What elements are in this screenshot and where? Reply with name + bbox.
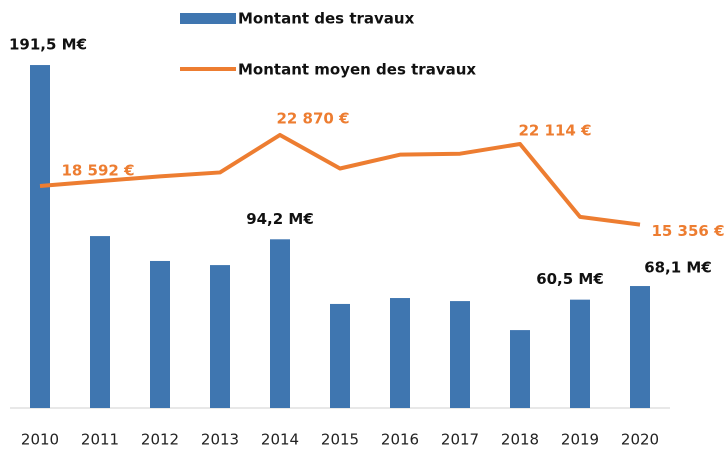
data-label: 18 592 € xyxy=(61,162,134,180)
bar xyxy=(510,330,530,408)
x-tick-label: 2011 xyxy=(81,431,119,449)
bar xyxy=(90,236,110,408)
bar xyxy=(390,298,410,408)
x-tick-label: 2012 xyxy=(141,431,179,449)
x-tick-label: 2018 xyxy=(501,431,539,449)
bar xyxy=(630,286,650,408)
legend-label: Montant des travaux xyxy=(238,10,415,28)
x-tick-label: 2019 xyxy=(561,431,599,449)
x-tick-label: 2020 xyxy=(621,431,659,449)
data-label: 22 114 € xyxy=(518,121,591,139)
legend-label: Montant moyen des travaux xyxy=(238,61,476,79)
bar xyxy=(270,239,290,408)
legend-swatch xyxy=(180,13,236,24)
bar xyxy=(210,265,230,408)
data-label: 22 870 € xyxy=(276,109,349,127)
data-label: 191,5 M€ xyxy=(9,36,87,54)
x-tick-label: 2014 xyxy=(261,431,299,449)
bar xyxy=(450,301,470,408)
data-label: 15 356 € xyxy=(651,222,724,240)
bar xyxy=(330,303,350,408)
bar xyxy=(570,299,590,408)
x-tick-label: 2017 xyxy=(441,431,479,449)
x-tick-label: 2015 xyxy=(321,431,359,449)
x-tick-label: 2016 xyxy=(381,431,419,449)
bar xyxy=(30,65,50,409)
x-tick-label: 2013 xyxy=(201,431,239,449)
line xyxy=(39,132,641,227)
data-label: 68,1 M€ xyxy=(644,259,712,277)
data-label: 60,5 M€ xyxy=(536,270,604,288)
x-tick-label: 2010 xyxy=(21,431,59,449)
data-label: 94,2 M€ xyxy=(246,210,314,228)
bar xyxy=(150,260,170,408)
